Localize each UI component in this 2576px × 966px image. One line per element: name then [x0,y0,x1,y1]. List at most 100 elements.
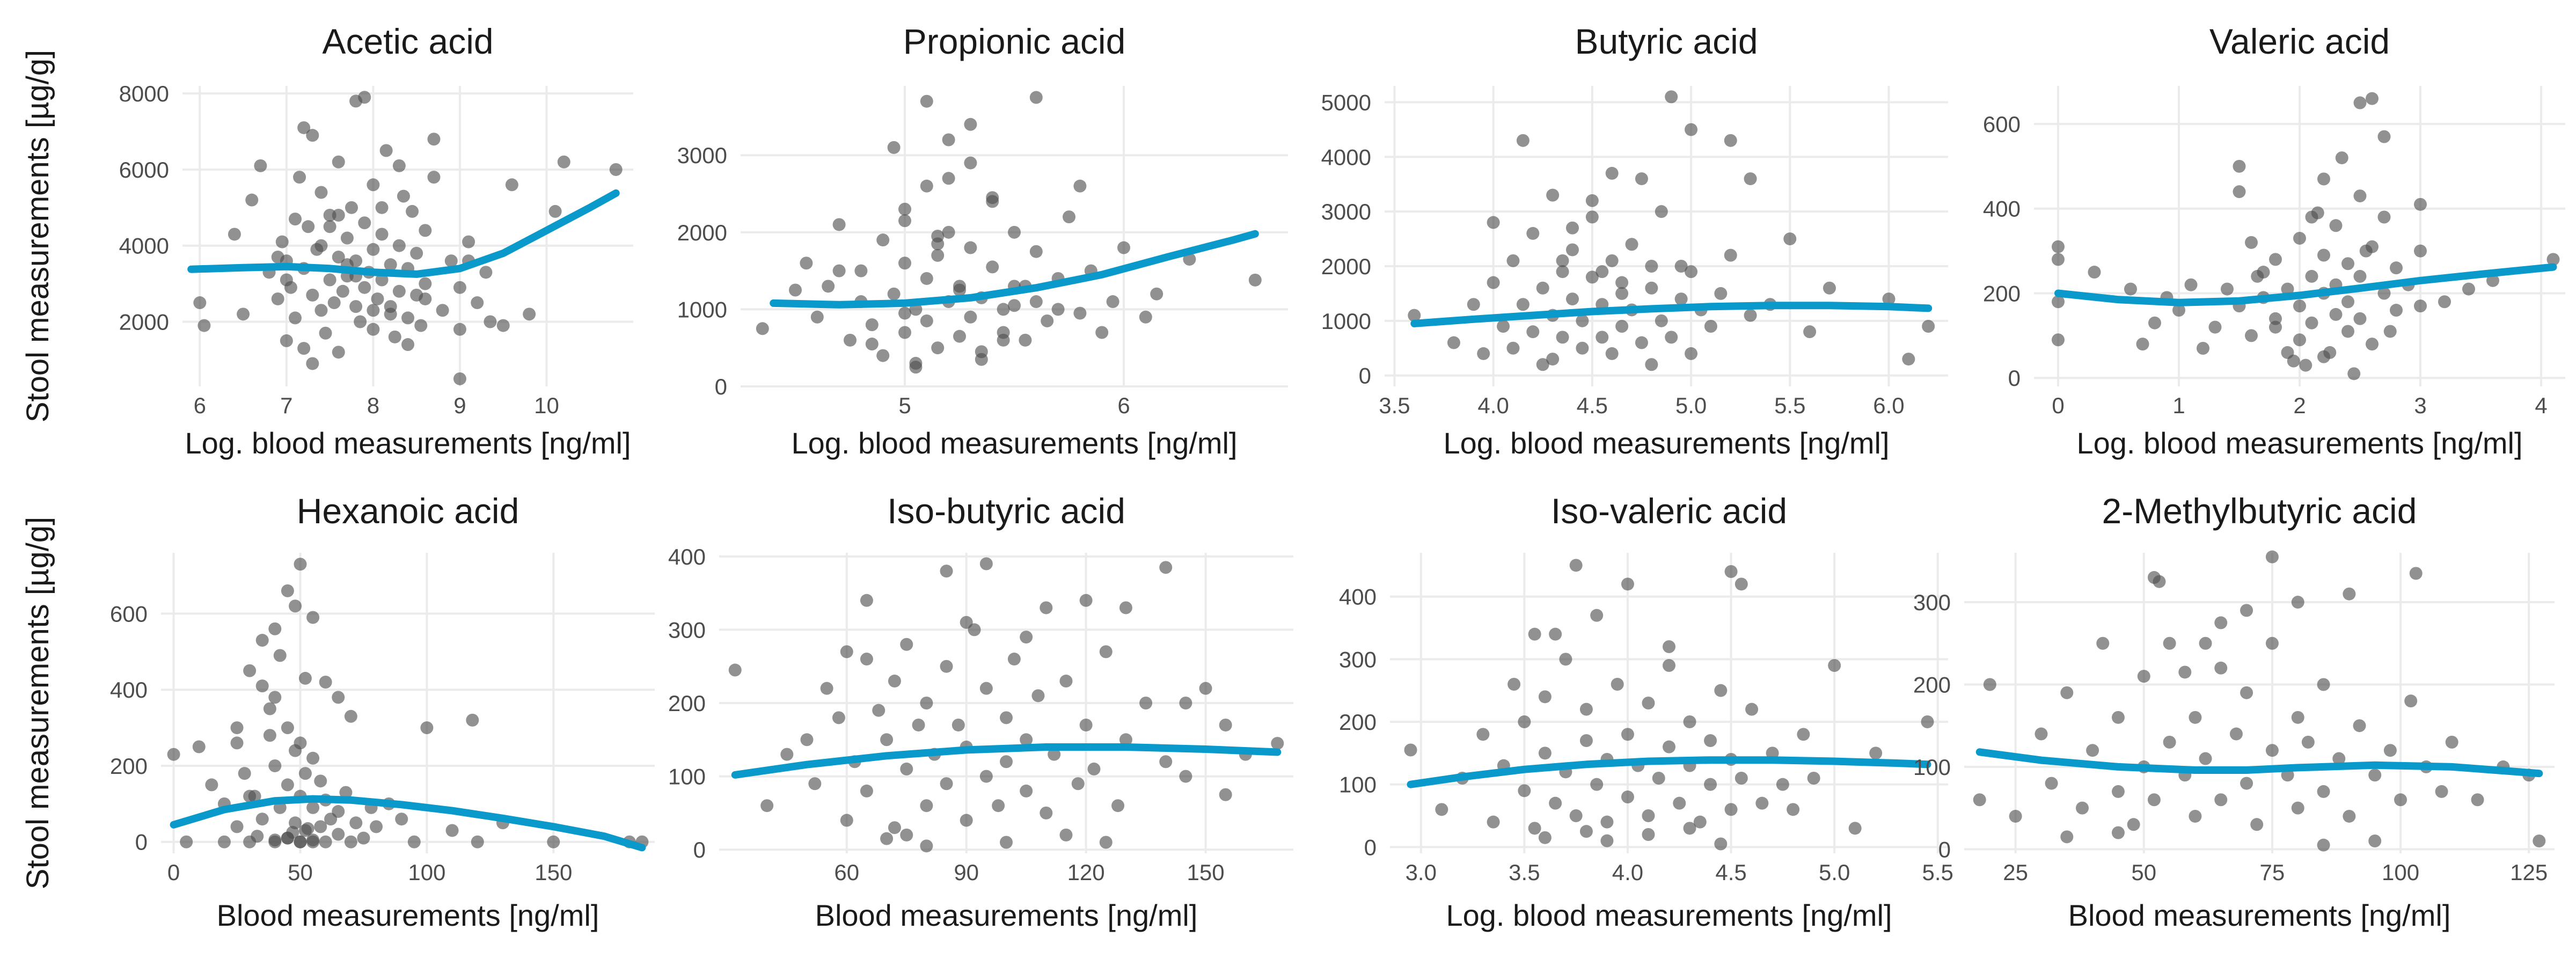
data-point [964,241,977,254]
data-point [960,814,973,827]
data-point [920,94,933,108]
data-point [268,759,282,772]
y-tick-label: 3000 [1321,199,1371,224]
data-point [548,204,562,218]
data-point [931,237,945,251]
y-tick-label: 4000 [1321,144,1371,170]
y-tick-label: 300 [668,617,706,642]
data-point [2052,295,2065,309]
data-point [395,813,408,826]
data-point [1621,577,1634,591]
data-point [319,326,332,340]
data-point [940,777,953,791]
data-point [371,292,384,305]
data-point [2208,320,2222,334]
data-point [2471,793,2484,807]
data-point [192,740,206,753]
data-point [1744,172,1757,186]
data-point [1119,601,1132,614]
data-point [2383,744,2397,757]
y-tick-label: 400 [110,677,148,702]
data-point [2317,678,2330,691]
x-tick-label: 4.5 [1715,860,1746,885]
x-tick-label: 6 [194,393,206,418]
data-point [1615,320,1629,333]
data-point [2335,151,2348,165]
panel-title: Hexanoic acid [297,491,519,531]
y-tick-label: 200 [668,691,706,716]
data-point [1059,675,1073,688]
panel-3: 0 1000 2000 3000 4000 5000 3.5 4.0 4.5 5.0 5.5 6.0 B… [1321,21,1948,460]
data-point [952,718,965,731]
data-point [1645,358,1658,371]
y-tick-label: 2000 [119,309,169,334]
data-point [865,318,879,332]
data-point [1596,331,1609,344]
data-point [1724,565,1738,578]
data-point [1487,815,1500,829]
x-tick-label: 3.5 [1379,393,1410,418]
data-point [379,144,393,157]
data-point [880,832,894,845]
data-point [230,820,244,833]
data-point [2353,719,2366,733]
data-point [1063,210,1075,224]
smooth-trend-line [170,795,646,852]
data-point [2245,329,2258,342]
data-point [1724,134,1737,147]
data-point [1073,179,1087,193]
data-point [1497,320,1510,333]
data-point [2366,92,2379,105]
data-point [931,248,945,262]
data-point [1559,653,1572,666]
data-point [800,257,813,270]
data-point [2329,219,2343,232]
data-point [314,239,328,252]
data-point [1665,90,1678,104]
data-point [230,721,244,735]
data-point [2111,711,2125,724]
data-point [1663,740,1675,753]
data-point [1744,309,1757,322]
data-point [2404,694,2418,708]
x-tick-label: 10 [534,393,559,418]
data-point [888,821,901,835]
data-point [406,204,419,218]
data-point [388,330,401,343]
data-point [822,280,835,293]
data-point [414,319,428,332]
data-point [319,676,332,689]
data-point [2341,295,2354,309]
data-point [1704,778,1717,791]
data-point [2462,282,2475,296]
data-point [2341,325,2354,338]
data-point [419,224,432,237]
panel-8: 0 100 200 300 25 50 75 100 125 2-Methylbutyric ac… [1913,491,2555,932]
data-point [1487,276,1500,289]
data-point [294,736,307,750]
data-point [479,266,493,279]
data-point [1576,341,1589,355]
data-point [289,311,302,325]
data-point [1882,292,1896,306]
data-point [2052,333,2065,347]
data-point [2199,752,2212,765]
data-point [979,557,993,570]
data-point [349,300,363,313]
data-point [2305,269,2318,283]
y-tick-label: 100 [668,764,706,789]
data-point [332,805,345,818]
data-point [840,645,853,658]
data-point [1755,796,1769,810]
data-point [1735,577,1748,591]
data-point [2127,818,2140,831]
data-point [1596,265,1609,279]
data-point [953,283,966,297]
data-point [1590,609,1604,622]
y-tick-label: 0 [715,374,727,399]
data-point [979,770,993,783]
data-point [942,225,955,239]
data-point [2281,282,2294,296]
x-tick-label: 7 [280,393,292,418]
data-point [2291,596,2304,609]
